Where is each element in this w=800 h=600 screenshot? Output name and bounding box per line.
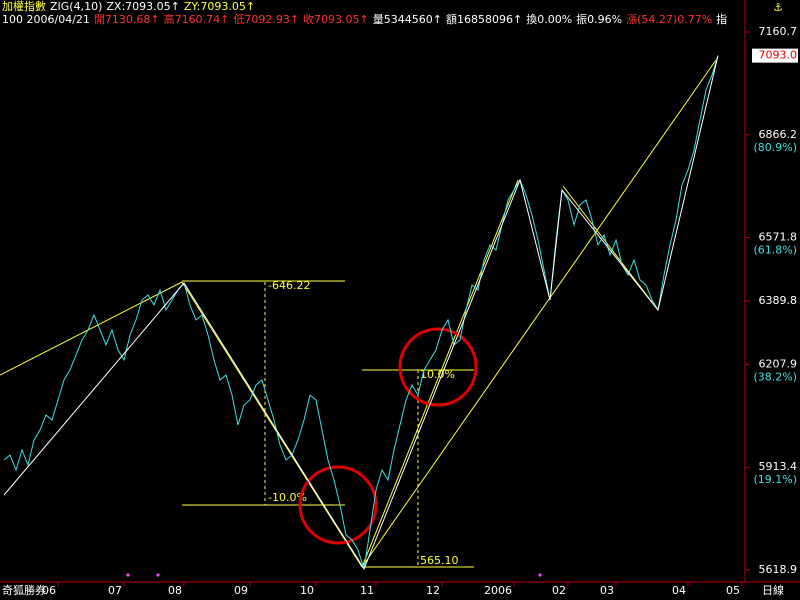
quote-item: 振0.96% (576, 13, 623, 26)
header: 加權指數 ZIG(4,10) ZX:7093.05↑ ZY:7093.05↑ 100 … (2, 0, 747, 26)
period-label[interactable]: 日線 (762, 583, 784, 597)
trend-line (562, 185, 659, 311)
quote-item: 低7092.93↑ (233, 13, 300, 26)
y-tick-label: 6207.9 (759, 357, 798, 370)
zigzag-line (3, 55, 719, 571)
event-marker (156, 573, 160, 577)
y-tick-label: 6571.8 (759, 230, 798, 243)
y-tick-label: 5913.4 (759, 460, 798, 473)
header-title: 加權指數 (2, 0, 46, 13)
y-tick-label: 5618.9 (759, 563, 798, 576)
quote-item: 換0.00% (526, 13, 573, 26)
x-tick-label: 08 (168, 584, 182, 597)
x-tick-label: 03 (600, 584, 614, 597)
trend-line (181, 281, 363, 568)
quote-item: 100 2006/04/21 (2, 13, 90, 26)
price-line (3, 55, 719, 570)
event-marker (126, 573, 130, 577)
trend-line (361, 179, 519, 568)
footer-left: 奇狐勝券 (2, 583, 46, 597)
quote-item: 量5344560↑ (372, 13, 442, 26)
fib-label: (38.2%) (753, 370, 797, 383)
x-tick-label: 11 (360, 584, 374, 597)
quote-item: 高7160.74↑ (163, 13, 230, 26)
x-tick-label: 12 (426, 584, 440, 597)
y-tick-label: 6866.2 (759, 128, 798, 141)
annotation: 565.10 (420, 554, 459, 567)
x-tick-label: 10 (300, 584, 314, 597)
fib-label: (80.9%) (753, 141, 797, 154)
anchor-icon: ⚓ (773, 1, 783, 14)
x-tick-label: 05 (726, 584, 740, 597)
indicator: ZIG(4,10) (50, 0, 103, 13)
highlight-circle (398, 327, 478, 407)
trend-line (361, 59, 717, 568)
y-tick-label: 7160.7 (759, 25, 798, 38)
annotation: -10.0% (268, 491, 307, 504)
zx: ZX:7093.05↑ (106, 0, 180, 13)
event-marker (538, 573, 542, 577)
header-line: 加權指數 ZIG(4,10) ZX:7093.05↑ ZY:7093.05↑ (2, 0, 747, 13)
fib-label: (61.8%) (753, 243, 797, 256)
x-tick-label: 02 (552, 584, 566, 597)
quote-item: 指 (716, 13, 728, 26)
y-tick-label: 6389.8 (759, 294, 798, 307)
x-tick-label: 06 (42, 584, 56, 597)
trend-line (0, 281, 183, 376)
fib-label: (19.1%) (753, 473, 797, 486)
x-tick-label: 04 (672, 584, 686, 597)
current-price-label: 7093.0 (759, 49, 798, 62)
quote-item: 開7130.68↑ (93, 13, 160, 26)
x-tick-label: 07 (108, 584, 122, 597)
current-price-box (752, 48, 798, 63)
trend-lines (0, 59, 717, 568)
quote-item: 額16858096↑ (446, 13, 523, 26)
quote-line: 100 2006/04/21 開7130.68↑ 高7160.74↑ 低7092.93… (2, 13, 747, 26)
x-tick-label: 09 (234, 584, 248, 597)
x-tick-label: 2006 (484, 584, 512, 597)
quote-item: 漲(54.27)0.77% (626, 13, 713, 26)
zy: ZY:7093.05↑ (183, 0, 256, 13)
annotation: -646.22 (268, 279, 310, 292)
highlight-circle (298, 465, 378, 545)
quote-item: 收7093.05↑ (303, 13, 369, 26)
annotation: 10.0% (420, 368, 455, 381)
